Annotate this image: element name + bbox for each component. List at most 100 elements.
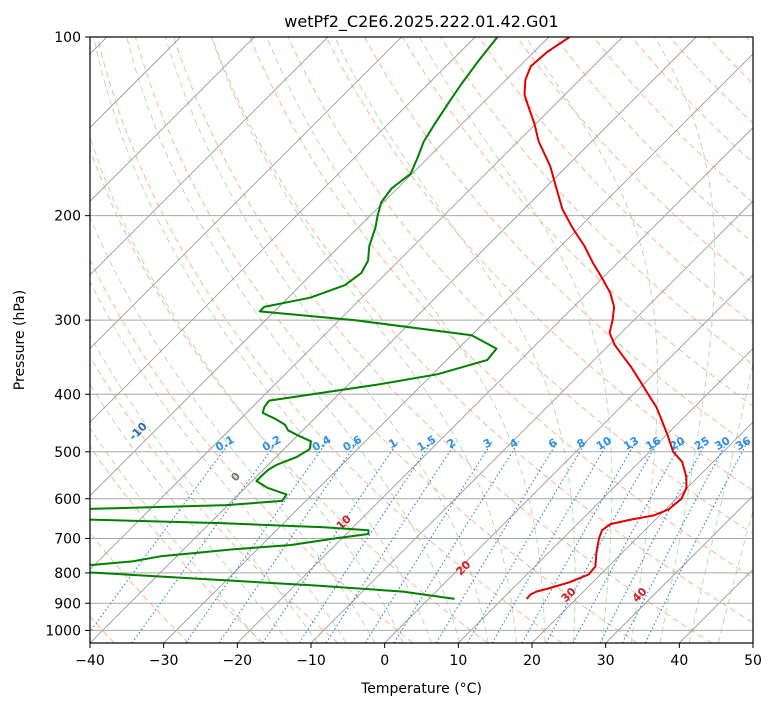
isotherm-line: [90, 37, 402, 350]
dry-adiabat-line: [440, 37, 753, 366]
dry-adiabat-label: 20: [453, 558, 473, 578]
moist-adiabat-line: [525, 37, 659, 643]
dry-adiabat-label: 30: [559, 585, 579, 605]
dry-adiabat-line: [669, 37, 753, 124]
moist-adiabat-line: [418, 37, 613, 643]
dry-adiabat-line: [90, 445, 264, 643]
mixing-ratio-line: [262, 440, 399, 643]
moist-adiabat-line: [334, 37, 576, 643]
y-tick-label: 700: [54, 532, 81, 548]
x-tick-label: −10: [296, 653, 326, 669]
x-tick-label: −40: [75, 653, 105, 669]
x-tick-label: 0: [380, 653, 389, 669]
moist-adiabat-line: [717, 508, 753, 643]
mixing-ratio-line: [325, 440, 458, 643]
mixing-ratio-label: 8: [575, 436, 588, 451]
mixing-ratio-label: 0.2: [260, 433, 283, 454]
mixing-ratio-lines: [90, 440, 749, 643]
isobar-grid: [90, 37, 753, 631]
moist-adiabat-line: [90, 135, 404, 643]
isotherm-grid: [90, 37, 753, 643]
mixing-ratio-line: [185, 440, 328, 643]
mixing-ratio-label: 36: [733, 434, 753, 453]
y-tick-label: 1000: [45, 623, 81, 639]
x-tick-label: 30: [597, 653, 615, 669]
mixing-ratio-line: [644, 441, 749, 643]
mixing-ratio-label: 3: [481, 436, 494, 451]
dry-adiabat-line: [478, 37, 753, 325]
isotherm-line: [163, 53, 753, 643]
isotherm-line: [679, 568, 753, 643]
isotherm-line: [90, 37, 476, 423]
dry-adiabat-line: [211, 37, 753, 624]
isotherm-line: [310, 200, 753, 643]
mixing-ratio-label: 0.1: [213, 433, 236, 454]
dewpoint-profile-line: [90, 37, 499, 600]
moist-adiabat-line: [688, 361, 753, 643]
mixing-ratio-line: [545, 441, 659, 643]
dry-adiabat-line: [90, 147, 488, 643]
dry-adiabat-line: [325, 37, 753, 492]
y-tick-label: 600: [54, 492, 81, 508]
mixing-ratio-line: [218, 440, 359, 643]
moist-adiabat-line: [165, 37, 489, 643]
mixing-ratio-label: 25: [692, 434, 712, 453]
mixing-ratio-label: 30: [713, 434, 733, 453]
mixing-ratio-line: [298, 440, 433, 643]
x-tick-label: 50: [744, 653, 762, 669]
dry-adiabat-line: [90, 531, 190, 643]
x-axis-title: Temperature (°C): [360, 681, 482, 697]
mixing-ratio-label: 1.5: [415, 433, 438, 454]
mixing-ratio-line: [435, 441, 559, 643]
mixing-ratio-label: 6: [546, 436, 559, 451]
y-tick-label: 800: [54, 566, 81, 582]
mixing-ratio-line: [467, 441, 587, 643]
isotherm-line: [384, 274, 753, 643]
chart-title: wetPf2_C2E6.2025.222.01.42.G01: [284, 12, 558, 32]
dry-adiabat-line: [592, 37, 753, 204]
moist-adiabat-line: [90, 334, 319, 643]
mixing-ratio-line: [364, 441, 494, 643]
x-tick-label: 20: [523, 653, 541, 669]
mixing-ratio-line: [521, 441, 637, 643]
x-tick-label: 10: [449, 653, 467, 669]
x-tick-label: −30: [149, 653, 179, 669]
temperature-profile-line: [523, 37, 688, 600]
mixing-ratio-line: [621, 441, 728, 643]
mixing-ratio-line: [572, 441, 683, 643]
isotherm-line: [458, 347, 753, 643]
y-tick-label: 100: [54, 30, 81, 46]
dry-adiabat-line: [745, 37, 753, 45]
x-axis: −40 −30 −20 −10 0 10 20 30 40 50: [75, 643, 762, 669]
isotherm-line: [237, 126, 753, 643]
mixing-ratio-label: 0.6: [341, 433, 365, 454]
x-tick-label: −20: [223, 653, 253, 669]
y-tick-label: 300: [54, 313, 81, 329]
moist-adiabat-line: [126, 37, 461, 643]
isotherm-line: [752, 642, 753, 643]
y-tick-label: 900: [54, 596, 81, 612]
y-tick-label: 400: [54, 387, 81, 403]
dry-adiabat-lines: [90, 37, 753, 643]
mixing-ratio-line: [393, 441, 520, 643]
dry-adiabat-line: [516, 37, 753, 284]
dry-adiabat-line: [96, 37, 563, 643]
sounding-profiles: [90, 37, 688, 600]
dry-adiabat-line: [249, 37, 753, 579]
mixing-ratio-line: [491, 441, 610, 643]
isotherm-line: [90, 37, 623, 571]
mixing-ratio-label: 1: [386, 436, 399, 451]
y-axis: 100 200 300 400 500 600 700 800 900 1000: [45, 30, 90, 639]
mixing-ratio-line: [131, 440, 278, 643]
dry-adiabat-line: [90, 355, 339, 643]
moist-adiabat-line: [266, 37, 546, 643]
moist-adiabat-line: [90, 216, 376, 643]
isotherm-line: [605, 495, 753, 643]
plot-area: -100-90-80-70-60-50-40-30-20-10010203040…: [90, 37, 753, 643]
isotherm-line: [90, 37, 329, 276]
dry-adiabat-line: [173, 37, 712, 643]
plot-frame: [89, 36, 754, 644]
mixing-ratio-label: 0.4: [310, 433, 334, 454]
moist-adiabat-line: [654, 37, 716, 643]
